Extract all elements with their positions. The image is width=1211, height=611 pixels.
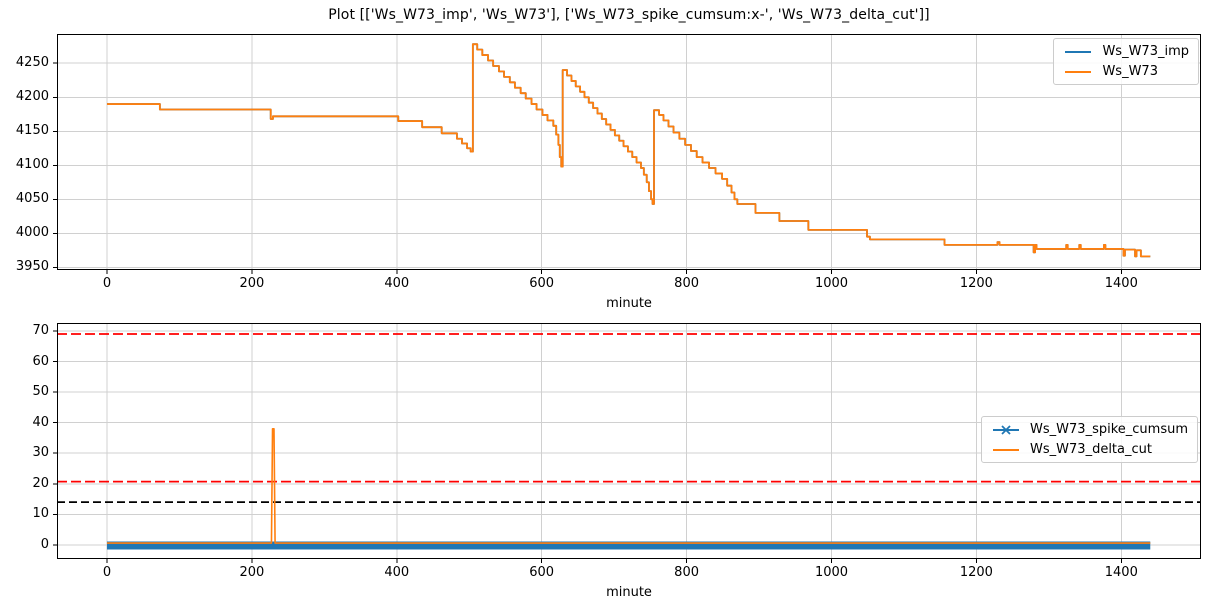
legend-label: Ws_W73_imp xyxy=(1102,44,1189,59)
legend-entry: Ws_W73_imp xyxy=(1063,44,1189,59)
legend-label: Ws_W73_delta_cut xyxy=(1030,442,1152,457)
y-tick-label: 4200 xyxy=(15,89,49,105)
x-tick-label: 200 xyxy=(239,565,265,580)
legend-line-swatch xyxy=(1065,70,1092,73)
x-marker-icon xyxy=(1001,424,1011,435)
x-tick-label: 400 xyxy=(384,276,410,291)
series-Ws_W73 xyxy=(106,43,1151,258)
legend-entry: Ws_W73 xyxy=(1063,64,1189,79)
x-tick-label: 600 xyxy=(529,565,555,580)
bottom-x-axis-label: minute xyxy=(606,585,652,600)
bottom-plot-svg xyxy=(53,323,1201,563)
y-tick-label: 0 xyxy=(40,536,49,552)
bottom-axes xyxy=(53,323,1201,563)
top-plot-svg xyxy=(53,34,1201,274)
x-tick-label: 200 xyxy=(239,276,265,291)
axes-frame xyxy=(57,34,1201,270)
y-tick-label: 30 xyxy=(32,445,49,461)
x-tick-label: 600 xyxy=(529,276,555,291)
y-tick-label: 4050 xyxy=(15,191,49,207)
y-tick-label: 50 xyxy=(32,384,49,400)
legend-entry: Ws_W73_delta_cut xyxy=(991,442,1188,457)
x-tick-label: 1200 xyxy=(959,565,993,580)
x-tick-label: 800 xyxy=(674,565,699,580)
x-tick-label: 0 xyxy=(102,276,112,291)
y-tick-label: 40 xyxy=(32,414,49,430)
axes-frame xyxy=(57,323,1201,559)
legend-line-swatch xyxy=(993,424,1020,435)
series-Ws_W73_delta_cut xyxy=(106,427,1151,544)
y-tick-label: 3950 xyxy=(15,259,49,275)
y-tick-label: 60 xyxy=(32,353,49,369)
x-tick-label: 1000 xyxy=(814,565,849,580)
top-legend: Ws_W73_imp Ws_W73 xyxy=(1053,38,1199,85)
top-x-axis-label: minute xyxy=(606,296,652,311)
y-tick-label: 4250 xyxy=(15,55,49,71)
x-tick-label: 1000 xyxy=(814,276,849,291)
legend-label: Ws_W73_spike_cumsum xyxy=(1030,422,1188,437)
y-tick-label: 4150 xyxy=(15,123,49,139)
legend-label: Ws_W73 xyxy=(1102,64,1158,79)
x-tick-label: 1200 xyxy=(959,276,993,291)
y-tick-label: 4100 xyxy=(15,157,49,173)
x-tick-label: 800 xyxy=(674,276,699,291)
legend-line-swatch xyxy=(1065,50,1092,53)
y-tick-label: 70 xyxy=(32,322,49,338)
legend-entry: Ws_W73_spike_cumsum xyxy=(991,422,1188,437)
bottom-legend: Ws_W73_spike_cumsum Ws_W73_delta_cut xyxy=(981,416,1198,463)
top-axes xyxy=(53,34,1201,274)
legend-line-swatch xyxy=(993,448,1020,451)
y-tick-label: 4000 xyxy=(15,225,49,241)
x-tick-label: 1400 xyxy=(1104,565,1138,580)
chart-title: Plot [['Ws_W73_imp', 'Ws_W73'], ['Ws_W73… xyxy=(328,7,930,23)
y-tick-label: 20 xyxy=(32,475,49,491)
x-tick-label: 1400 xyxy=(1104,276,1138,291)
x-tick-label: 400 xyxy=(384,565,410,580)
y-tick-label: 10 xyxy=(32,506,49,522)
x-tick-label: 0 xyxy=(102,565,112,580)
